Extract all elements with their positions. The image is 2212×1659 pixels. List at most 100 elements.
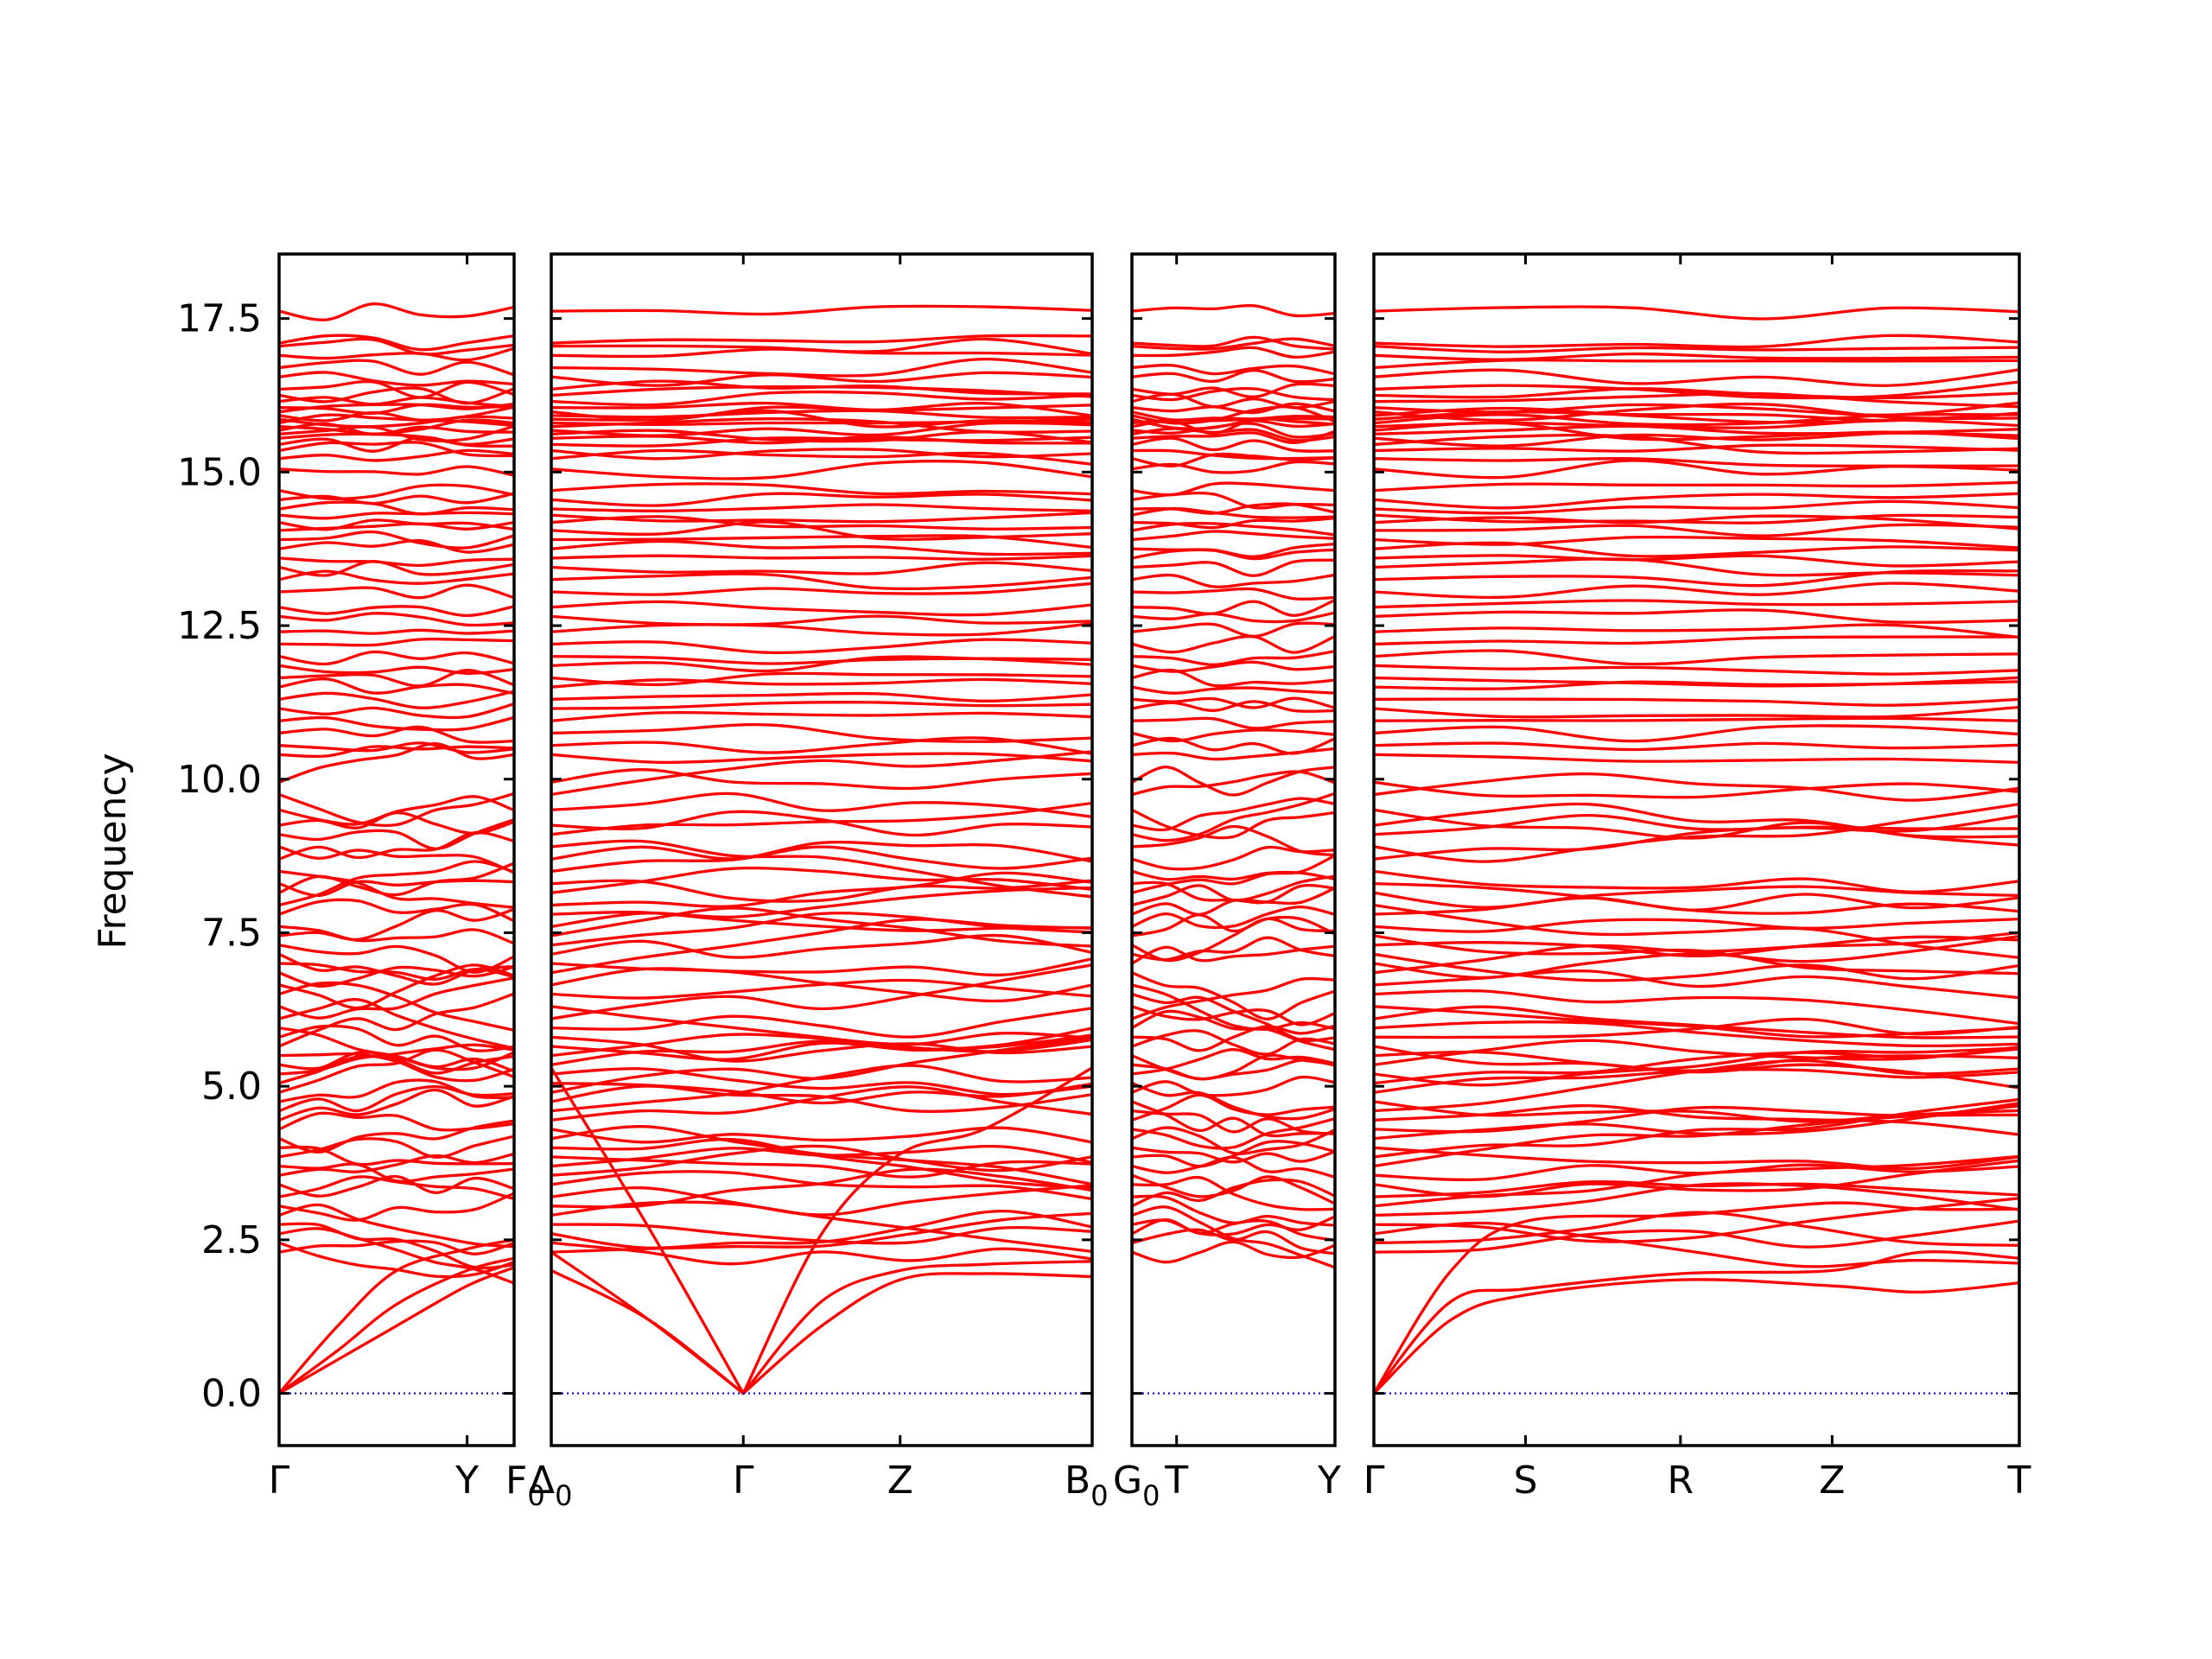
band-line-134 — [551, 582, 1092, 596]
band-line-114 — [551, 534, 1092, 550]
band-line-319 — [1132, 1109, 1335, 1135]
band-line-108 — [1374, 514, 2019, 531]
panel-1-bands — [279, 302, 514, 1395]
band-line-387 — [741, 1272, 1092, 1395]
band-line-5 — [279, 334, 514, 352]
band-line-304 — [1374, 1046, 2019, 1087]
boundary-label: Δ0 — [529, 1459, 572, 1512]
band-line-101 — [279, 511, 514, 520]
band-line-125 — [279, 560, 514, 577]
band-line-289 — [279, 992, 514, 1048]
band-line-224 — [1374, 869, 2019, 893]
band-line-357 — [279, 1192, 514, 1222]
band-line-180 — [1374, 716, 2019, 722]
band-line-138 — [551, 600, 1092, 617]
band-line-324 — [1374, 1103, 2019, 1136]
band-line-146 — [551, 622, 1092, 637]
band-line-193 — [279, 742, 514, 784]
band-line-130 — [551, 572, 1092, 591]
band-line-257 — [279, 962, 514, 981]
band-line-317 — [279, 1084, 514, 1113]
band-line-218 — [551, 840, 1092, 863]
y-tick-label: 0.0 — [201, 1372, 262, 1416]
band-line-124 — [1374, 554, 2019, 568]
band-line-100 — [1374, 499, 2019, 515]
band-line-61 — [279, 422, 514, 436]
band-line-71 — [1132, 429, 1335, 445]
band-line-123 — [1132, 548, 1335, 561]
band-line-167 — [1132, 685, 1335, 695]
boundary-label: Γ — [1363, 1459, 1385, 1503]
panel-2-frame — [550, 252, 1094, 1447]
band-line-389 — [741, 1066, 1092, 1395]
band-line-256 — [1374, 952, 2019, 982]
band-line-157 — [279, 664, 514, 675]
band-line-213 — [279, 845, 514, 874]
band-line-14 — [551, 347, 1092, 359]
band-line-392 — [1374, 1201, 2019, 1395]
band-line-136 — [1374, 582, 2019, 599]
band-line-59 — [1132, 417, 1335, 435]
band-line-242 — [551, 886, 1092, 929]
band-line-4 — [1374, 305, 2019, 321]
band-line-191 — [1132, 747, 1335, 761]
band-line-203 — [1132, 808, 1335, 840]
band-line-33 — [279, 396, 514, 409]
band-line-132 — [1374, 569, 2019, 588]
band-line-264 — [1374, 931, 2019, 975]
band-line-118 — [551, 539, 1092, 556]
band-line-307 — [1132, 1081, 1335, 1121]
band-line-13 — [279, 346, 514, 362]
band-line-371 — [1132, 1217, 1335, 1243]
band-line-44 — [1374, 402, 2019, 423]
band-line-160 — [1374, 664, 2019, 676]
band-line-17 — [279, 359, 514, 377]
band-line-262 — [551, 918, 1092, 975]
band-line-11 — [1132, 337, 1335, 351]
band-line-287 — [1132, 1024, 1335, 1052]
panel-3-bands — [1132, 303, 1335, 1269]
band-line-376 — [1374, 1211, 2019, 1247]
band-line-390 — [1374, 1278, 2019, 1395]
band-line-343 — [1132, 1155, 1335, 1179]
band-line-126 — [551, 561, 1092, 575]
band-line-80 — [1374, 443, 2019, 453]
band-line-177 — [279, 715, 514, 732]
band-line-129 — [279, 569, 514, 585]
band-line-22 — [551, 371, 1092, 387]
band-line-53 — [279, 413, 514, 428]
band-line-76 — [1374, 433, 2019, 455]
band-line-358 — [551, 1167, 1092, 1209]
band-line-84 — [1374, 456, 2019, 468]
panel-3-frame — [1130, 252, 1337, 1447]
band-line-272 — [1374, 988, 2019, 1026]
band-line-67 — [1132, 427, 1335, 442]
band-line-36 — [1374, 391, 2019, 409]
band-line-231 — [1132, 854, 1335, 894]
band-line-24 — [1374, 368, 2019, 387]
band-line-143 — [1132, 611, 1335, 624]
band-line-82 — [551, 448, 1092, 466]
band-line-116 — [1374, 535, 2019, 550]
band-line-91 — [1132, 481, 1335, 497]
band-line-283 — [1132, 1009, 1335, 1052]
band-line-135 — [1132, 587, 1335, 601]
band-line-222 — [551, 845, 1092, 874]
band-line-147 — [1132, 621, 1335, 639]
band-line-378 — [551, 1211, 1092, 1254]
band-line-246 — [551, 906, 1092, 948]
band-line-338 — [551, 1155, 1092, 1179]
band-line-379 — [1132, 1240, 1335, 1264]
band-line-216 — [1374, 802, 2019, 863]
band-line-87 — [1132, 460, 1335, 474]
band-line-391 — [1374, 1250, 2019, 1395]
band-line-30 — [551, 385, 1092, 398]
band-line-85 — [279, 465, 514, 477]
band-line-41 — [279, 402, 514, 414]
band-line-89 — [279, 483, 514, 500]
band-line-165 — [279, 677, 514, 696]
band-line-189 — [279, 745, 514, 759]
band-line-360 — [1374, 1154, 2019, 1208]
band-line-261 — [279, 965, 514, 988]
